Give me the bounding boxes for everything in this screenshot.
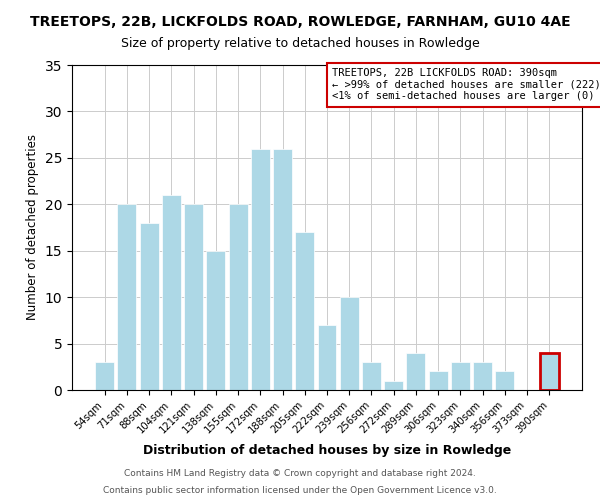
Bar: [406, 353, 425, 390]
Bar: [384, 380, 403, 390]
Bar: [429, 372, 448, 390]
Bar: [295, 232, 314, 390]
Bar: [251, 148, 270, 390]
X-axis label: Distribution of detached houses by size in Rowledge: Distribution of detached houses by size …: [143, 444, 511, 456]
Bar: [473, 362, 492, 390]
Bar: [206, 250, 225, 390]
Bar: [340, 297, 359, 390]
Y-axis label: Number of detached properties: Number of detached properties: [26, 134, 39, 320]
Bar: [95, 362, 114, 390]
Text: Contains HM Land Registry data © Crown copyright and database right 2024.: Contains HM Land Registry data © Crown c…: [124, 468, 476, 477]
Text: Contains public sector information licensed under the Open Government Licence v3: Contains public sector information licen…: [103, 486, 497, 495]
Bar: [140, 223, 158, 390]
Text: TREETOPS, 22B LICKFOLDS ROAD: 390sqm
← >99% of detached houses are smaller (222): TREETOPS, 22B LICKFOLDS ROAD: 390sqm ← >…: [332, 68, 600, 102]
Bar: [184, 204, 203, 390]
Bar: [362, 362, 381, 390]
Bar: [317, 325, 337, 390]
Bar: [496, 372, 514, 390]
Bar: [273, 148, 292, 390]
Bar: [229, 204, 248, 390]
Bar: [540, 353, 559, 390]
Bar: [162, 195, 181, 390]
Text: Size of property relative to detached houses in Rowledge: Size of property relative to detached ho…: [121, 38, 479, 51]
Bar: [451, 362, 470, 390]
Bar: [118, 204, 136, 390]
Text: TREETOPS, 22B, LICKFOLDS ROAD, ROWLEDGE, FARNHAM, GU10 4AE: TREETOPS, 22B, LICKFOLDS ROAD, ROWLEDGE,…: [29, 15, 571, 29]
